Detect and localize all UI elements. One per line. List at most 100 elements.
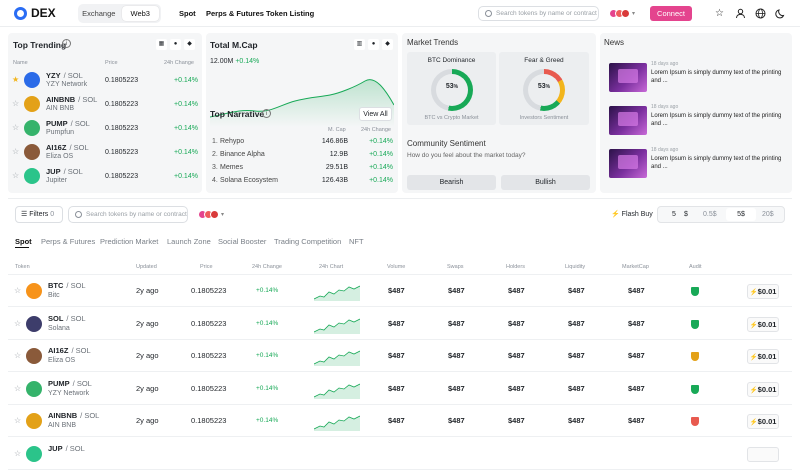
flash-buy-button[interactable]: ⚡$0.01: [747, 414, 779, 429]
star-icon[interactable]: ☆: [14, 286, 22, 295]
bullish-button[interactable]: Bullish: [501, 175, 590, 190]
table-row[interactable]: ☆ AI16Z / SOL Eliza OS 2y ago 0.1805223 +0.14%…: [8, 340, 792, 372]
star-icon[interactable]: ☆: [715, 8, 724, 19]
star-icon[interactable]: ☆: [12, 147, 20, 156]
chevron-down-icon: ▾: [632, 11, 636, 17]
flash-buy-button[interactable]: ⚡$0.01: [747, 316, 779, 332]
tab-nft[interactable]: NFT: [349, 237, 364, 246]
star-filled-icon[interactable]: ★: [12, 75, 20, 84]
th-liquidity[interactable]: Liquidity: [565, 264, 586, 270]
header-search-input[interactable]: Search tokens by name or contract: [478, 6, 599, 21]
token-symbol: JUP / SOL: [48, 443, 85, 453]
trending-row[interactable]: ☆ AINBNB / SOL AIN BNB 0.1805223 +0.14%: [8, 94, 202, 118]
table-row[interactable]: ☆ JUP / SOL: [8, 438, 792, 470]
th-swaps[interactable]: Swaps: [447, 264, 464, 270]
flash-buy-button[interactable]: ⚡$0.01: [747, 284, 779, 299]
nav-token-listing[interactable]: Token Listing: [266, 9, 315, 18]
nav-spot[interactable]: Spot: [179, 9, 196, 18]
audit-shield-icon: [691, 384, 699, 394]
chain-filter-icon[interactable]: ◆: [184, 39, 195, 50]
narrative-row[interactable]: 1. Rehypo 146.86B +0.14%: [206, 138, 398, 150]
trending-row[interactable]: ★ YZY / SOL YZY Network 0.1805223 +0.14%: [8, 70, 202, 94]
info-icon[interactable]: i: [262, 109, 271, 118]
th-holders[interactable]: Holders: [506, 264, 525, 270]
star-icon[interactable]: ☆: [12, 171, 20, 180]
table-row[interactable]: ☆ AINBNB / SOL AIN BNB 2y ago 0.1805223 +0.14%…: [8, 405, 792, 437]
tab-trading-competition[interactable]: Trading Competition: [274, 237, 342, 246]
flash-buy-button[interactable]: [747, 446, 779, 462]
connect-button[interactable]: Connect: [650, 6, 692, 21]
view-all-button[interactable]: View All: [359, 107, 392, 121]
news-item[interactable]: 18 days ago Lorem Ipsum is simply dummy t…: [605, 146, 785, 184]
info-icon[interactable]: i: [62, 39, 71, 48]
tab-spot[interactable]: Spot: [15, 237, 32, 246]
th-24h-change[interactable]: 24h Change: [252, 264, 282, 270]
tab-social-booster[interactable]: Social Booster: [218, 237, 267, 246]
globe-icon[interactable]: [755, 8, 766, 19]
th-24h-chart[interactable]: 24h Chart: [319, 264, 344, 270]
swaps: $487: [448, 383, 465, 393]
sparkline-chart: [314, 383, 360, 399]
tab-launch-zone[interactable]: Launch Zone: [167, 237, 211, 246]
token-search-input[interactable]: Search tokens by name or contract: [68, 206, 188, 223]
flash-buy-button[interactable]: ⚡$0.01: [747, 349, 779, 364]
news-item[interactable]: 18 days ago Lorem Ipsum is simply dummy t…: [605, 103, 785, 141]
nav-perps[interactable]: Perps & Futures: [206, 9, 264, 18]
th-volume[interactable]: Volume: [387, 264, 406, 270]
fear-greed-gauge: [523, 69, 565, 111]
narrative-row[interactable]: 4. Solana Ecosystem 126.43B +0.14%: [206, 177, 398, 189]
user-icon[interactable]: [735, 8, 746, 19]
price: 0.1805223: [191, 383, 227, 393]
holders: $487: [508, 416, 525, 425]
trending-row[interactable]: ☆ AI16Z / SOL Eliza OS 0.1805223 +0.14%: [8, 142, 202, 166]
trending-row[interactable]: ☆ JUP / SOL Jupiter 0.1805223 +0.14%: [8, 166, 202, 190]
tab-perps-futures[interactable]: Perps & Futures: [41, 237, 96, 246]
preset-20[interactable]: 20$: [762, 211, 774, 218]
chain-filter-icon[interactable]: ◆: [382, 39, 393, 50]
star-icon[interactable]: ☆: [12, 123, 20, 132]
star-icon[interactable]: ☆: [12, 99, 20, 108]
preset-0-5[interactable]: 0.5$: [703, 211, 717, 218]
narrative-row[interactable]: 3. Memes 29.51B +0.14%: [206, 164, 398, 176]
token-avatar: [26, 413, 42, 429]
chain-filter-icon[interactable]: ●: [368, 39, 379, 50]
table-row[interactable]: ☆ BTC / SOL Bitc 2y ago 0.1805223 +0.14% $487 $4…: [8, 275, 792, 307]
token-change: +0.14%: [174, 173, 198, 180]
th-audit[interactable]: Audit: [689, 264, 702, 270]
star-icon[interactable]: ☆: [14, 383, 22, 393]
trending-row[interactable]: ☆ PUMP / SOL Pumpfun 0.1805223 +0.14%: [8, 118, 202, 142]
bearish-button[interactable]: Bearish: [407, 175, 496, 190]
chain-selector[interactable]: ▾: [609, 9, 635, 18]
logo[interactable]: DEX: [14, 6, 56, 20]
preset-5[interactable]: 5$: [726, 208, 756, 221]
th-marketcap[interactable]: MarketCap: [622, 264, 649, 270]
table-row[interactable]: ☆ SOL / SOL Solana 2y ago 0.1805223 +0.14% $487…: [8, 308, 792, 340]
tab-prediction-market[interactable]: Prediction Market: [100, 237, 159, 246]
token-symbol: SOL / SOL: [48, 313, 86, 323]
amount-input[interactable]: 5: [672, 211, 676, 218]
mode-tab-exchange[interactable]: Exchange: [82, 9, 116, 18]
news-text: Lorem Ipsum is simply dummy text of the …: [651, 156, 782, 170]
mode-tab-web3[interactable]: Web3: [121, 6, 159, 21]
chain-filter-icon[interactable]: ▦: [156, 39, 167, 50]
th-price[interactable]: Price: [200, 264, 213, 270]
flash-buy-button[interactable]: ⚡$0.01: [747, 381, 779, 397]
table-row[interactable]: ☆ PUMP / SOL YZY Network 2y ago 0.1805223 +0.1…: [8, 373, 792, 405]
narrative-change: +0.14%: [369, 138, 393, 145]
filters-button[interactable]: ☰ Filters 0: [15, 206, 63, 223]
narrative-row[interactable]: 2. Binance Alpha 12.9B +0.14%: [206, 151, 398, 163]
star-icon[interactable]: ☆: [14, 318, 22, 328]
holders: $487: [508, 318, 525, 328]
chain-filter-icon[interactable]: ▥: [354, 39, 365, 50]
th-updated[interactable]: Updated: [136, 264, 157, 270]
token-avatar: [24, 168, 40, 184]
token-symbol: AI16Z / SOL: [46, 143, 89, 152]
news-item[interactable]: 18 days ago Lorem Ipsum is simply dummy t…: [605, 60, 785, 98]
star-icon[interactable]: ☆: [14, 416, 22, 425]
th-token[interactable]: Token: [15, 264, 30, 270]
swaps: $487: [448, 286, 465, 295]
chain-filter-icon[interactable]: ●: [170, 39, 181, 50]
moon-icon[interactable]: [775, 8, 786, 19]
star-icon[interactable]: ☆: [14, 351, 22, 360]
chain-selector[interactable]: ▾: [198, 210, 224, 219]
